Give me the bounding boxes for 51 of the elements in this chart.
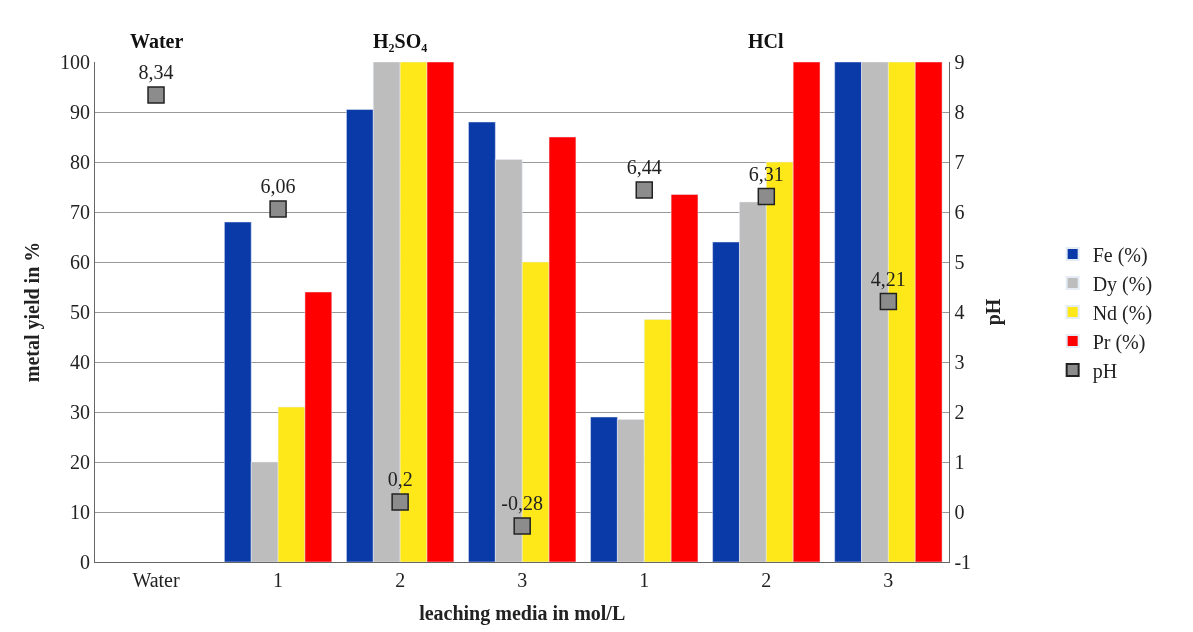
legend-label: pH — [1092, 359, 1118, 383]
x-axis-title: leaching media in mol/L — [419, 601, 626, 625]
y-tick-label: 60 — [70, 251, 90, 273]
text: Water — [130, 30, 184, 52]
y2-tick-label: 3 — [954, 351, 965, 373]
y-axis-title: metal yield in % — [20, 241, 44, 383]
y-tick-label: 0 — [80, 551, 90, 573]
y-tick-label: 40 — [70, 351, 90, 373]
y2-tick-label: 1 — [954, 451, 965, 473]
y-tick-label: 30 — [70, 401, 90, 423]
y-tick-label: 20 — [70, 451, 90, 473]
data-label: 6,44 — [626, 156, 662, 178]
point — [269, 200, 287, 218]
text: H₂SO₄ — [373, 30, 428, 52]
y2-tick-label: 6 — [954, 201, 965, 223]
x-tick-label: 1 — [273, 569, 284, 591]
y2-tick-label: 8 — [954, 101, 965, 123]
y-tick-label: 10 — [70, 501, 90, 523]
point — [635, 181, 654, 199]
point — [513, 517, 531, 535]
x-tick-label: Water — [132, 569, 180, 591]
point — [879, 292, 898, 311]
point — [757, 187, 776, 206]
x-tick-label: 1 — [639, 569, 650, 591]
y2-tick-label: 2 — [954, 401, 965, 423]
y-tick-label: 100 — [60, 51, 90, 73]
y2-tick-label: 9 — [954, 51, 965, 73]
y2-tick-label: 0 — [954, 501, 965, 523]
x-tick-label: 2 — [761, 569, 772, 591]
y-tick-label: 50 — [70, 301, 90, 323]
y2-axis-title: pH — [981, 298, 1005, 326]
legend-label: Dy (%) — [1092, 272, 1153, 296]
legend-label: Nd (%) — [1092, 301, 1153, 325]
point — [391, 493, 409, 511]
y-tick-label: 80 — [70, 151, 90, 173]
point — [147, 86, 165, 104]
data-label: -0,28 — [501, 492, 544, 514]
x-tick-label: 3 — [517, 569, 528, 591]
y-tick-label: 90 — [70, 101, 90, 123]
y-tick-label: 70 — [70, 201, 90, 223]
text: HCl — [748, 30, 784, 52]
legend-label: Fe (%) — [1092, 243, 1148, 267]
legend-label: Pr (%) — [1092, 330, 1146, 354]
y2-tick-label: 7 — [954, 151, 965, 173]
data-label: 8,34 — [138, 61, 174, 83]
x-tick-label: 3 — [883, 569, 894, 591]
y2-tick-label: -1 — [954, 551, 972, 573]
data-label: 6,06 — [260, 175, 296, 197]
y2-tick-label: 5 — [954, 251, 965, 273]
y2-tick-label: 4 — [954, 301, 965, 323]
x-tick-label: 2 — [395, 569, 406, 591]
